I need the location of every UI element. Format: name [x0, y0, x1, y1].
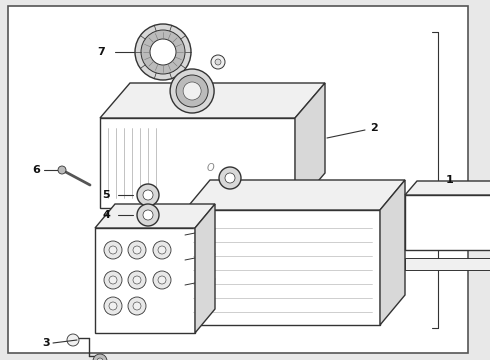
Polygon shape [185, 180, 405, 210]
Circle shape [109, 276, 117, 284]
FancyBboxPatch shape [8, 6, 468, 353]
Circle shape [104, 271, 122, 289]
Circle shape [128, 241, 146, 259]
Text: 6: 6 [32, 165, 40, 175]
Circle shape [158, 276, 166, 284]
Text: 1: 1 [446, 175, 454, 185]
Circle shape [141, 30, 185, 74]
Circle shape [104, 241, 122, 259]
Circle shape [137, 184, 159, 206]
Text: 4: 4 [102, 210, 110, 220]
Text: 2: 2 [370, 123, 378, 133]
Polygon shape [100, 118, 295, 208]
Polygon shape [100, 83, 325, 118]
Circle shape [153, 241, 171, 259]
Circle shape [211, 55, 225, 69]
Circle shape [215, 59, 221, 65]
Circle shape [133, 276, 141, 284]
Polygon shape [127, 208, 143, 228]
Circle shape [109, 246, 117, 254]
Polygon shape [380, 180, 405, 325]
Circle shape [219, 167, 241, 189]
Circle shape [133, 302, 141, 310]
Polygon shape [427, 199, 437, 246]
Circle shape [158, 246, 166, 254]
Polygon shape [95, 228, 195, 333]
Circle shape [183, 82, 201, 100]
Polygon shape [405, 195, 490, 250]
Circle shape [153, 271, 171, 289]
Polygon shape [475, 199, 485, 246]
Circle shape [97, 358, 103, 360]
Polygon shape [185, 210, 380, 325]
Text: 5: 5 [102, 190, 110, 200]
Circle shape [104, 297, 122, 315]
Circle shape [133, 246, 141, 254]
Polygon shape [405, 258, 490, 270]
Polygon shape [162, 208, 178, 228]
Polygon shape [262, 208, 278, 228]
Circle shape [135, 24, 191, 80]
Circle shape [143, 210, 153, 220]
Polygon shape [463, 199, 473, 246]
Circle shape [150, 39, 176, 65]
Circle shape [137, 204, 159, 226]
Circle shape [143, 190, 153, 200]
Polygon shape [415, 199, 425, 246]
Text: O: O [206, 163, 214, 173]
Polygon shape [439, 199, 449, 246]
Circle shape [176, 75, 208, 107]
Polygon shape [405, 181, 490, 195]
Text: 3: 3 [42, 338, 50, 348]
Polygon shape [95, 204, 215, 228]
Circle shape [225, 173, 235, 183]
Circle shape [67, 334, 79, 346]
Circle shape [93, 354, 107, 360]
Circle shape [170, 69, 214, 113]
Polygon shape [451, 199, 461, 246]
Circle shape [128, 297, 146, 315]
Polygon shape [232, 208, 248, 228]
Polygon shape [195, 204, 215, 333]
Circle shape [128, 271, 146, 289]
Polygon shape [197, 208, 213, 228]
Circle shape [58, 166, 66, 174]
Text: 7: 7 [97, 47, 105, 57]
Polygon shape [295, 83, 325, 208]
Circle shape [109, 302, 117, 310]
